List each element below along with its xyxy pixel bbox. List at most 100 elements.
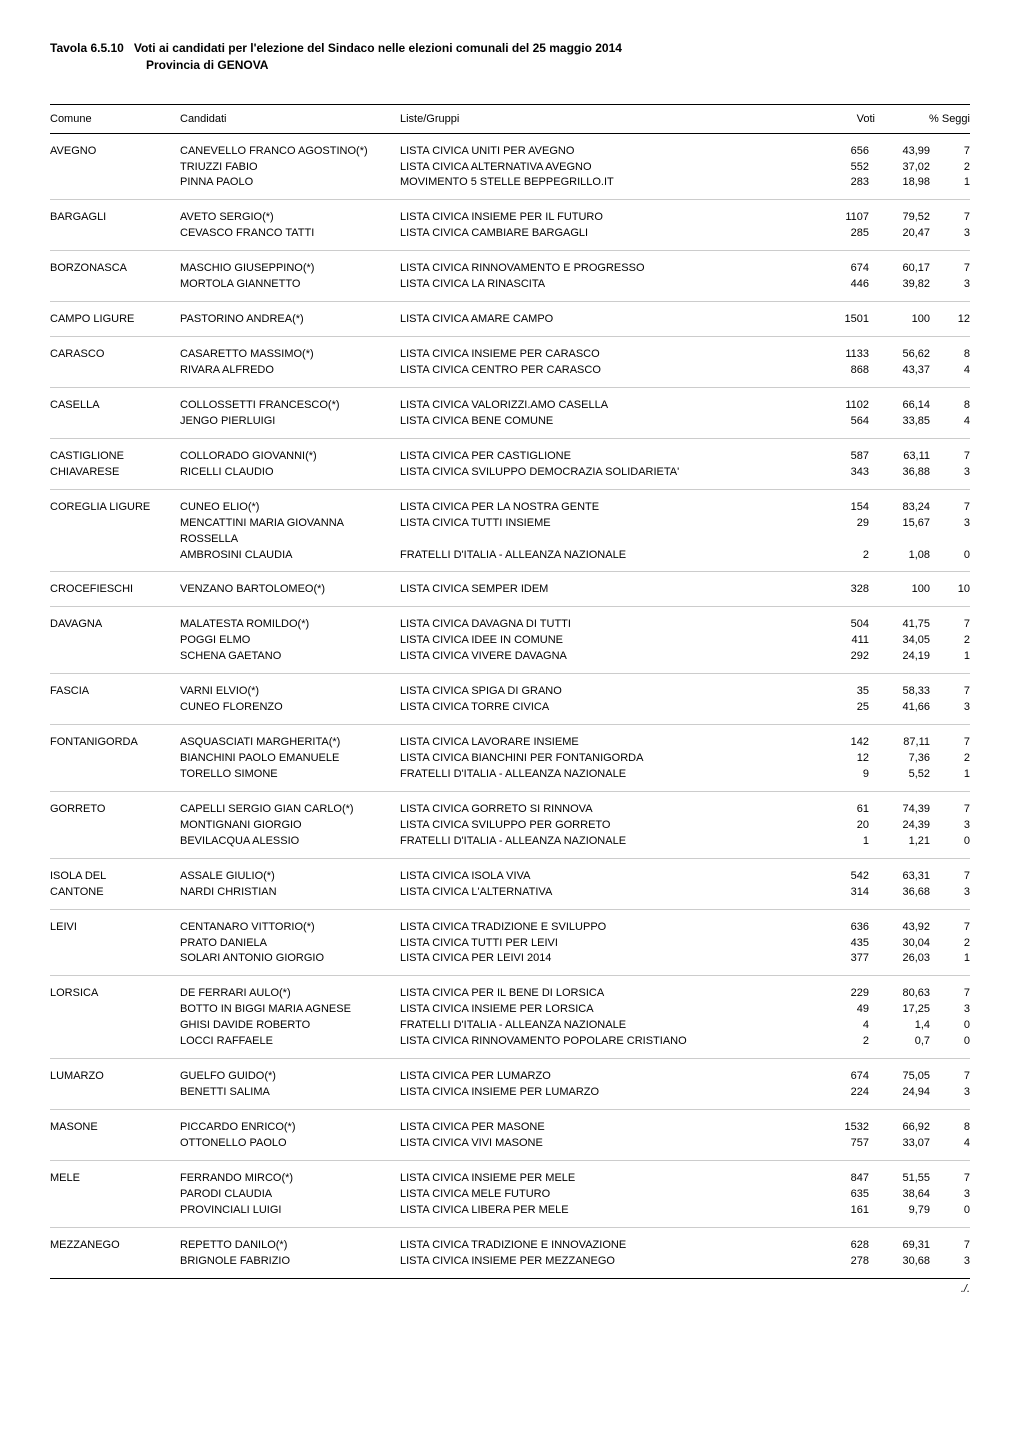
cell-comune: FASCIA [50, 684, 180, 700]
cell-seggi: 4 [930, 363, 970, 379]
table-row: CANTONENARDI CHRISTIANLISTA CIVICA L'ALT… [50, 885, 970, 901]
cell-pct: 1,21 [869, 834, 930, 850]
cell-lista: LISTA CIVICA SPIGA DI GRANO [400, 684, 819, 700]
table-row: AMBROSINI CLAUDIAFRATELLI D'ITALIA - ALL… [50, 548, 970, 564]
cell-lista: LISTA CIVICA AMARE CAMPO [400, 312, 819, 328]
cell-seggi: 7 [930, 869, 970, 885]
cell-voti: 9 [819, 767, 869, 783]
cell-lista: LISTA CIVICA DAVAGNA DI TUTTI [400, 617, 819, 633]
cell-voti: 411 [819, 633, 869, 649]
cell-lista: LISTA CIVICA TUTTI PER LEIVI [400, 936, 819, 952]
cell-pct: 24,39 [869, 818, 930, 834]
cell-pct: 39,82 [869, 277, 930, 293]
comune-group: CROCEFIESCHIVENZANO BARTOLOMEO(*)LISTA C… [50, 571, 970, 606]
cell-seggi: 3 [930, 465, 970, 481]
cell-comune: CARASCO [50, 347, 180, 363]
cell-pct: 63,11 [869, 449, 930, 465]
cell-lista: LISTA CIVICA IDEE IN COMUNE [400, 633, 819, 649]
cell-voti: 636 [819, 920, 869, 936]
table-row: SOLARI ANTONIO GIORGIOLISTA CIVICA PER L… [50, 951, 970, 967]
cell-seggi: 3 [930, 1002, 970, 1018]
cell-seggi: 2 [930, 936, 970, 952]
cell-comune: CASTIGLIONE [50, 449, 180, 465]
cell-lista: FRATELLI D'ITALIA - ALLEANZA NAZIONALE [400, 1018, 819, 1034]
cell-pct: 69,31 [869, 1238, 930, 1254]
cell-voti: 435 [819, 936, 869, 952]
table-row: BOTTO IN BIGGI MARIA AGNESELISTA CIVICA … [50, 1002, 970, 1018]
cell-candidato: OTTONELLO PAOLO [180, 1136, 400, 1152]
table-row: BRIGNOLE FABRIZIOLISTA CIVICA INSIEME PE… [50, 1254, 970, 1270]
table-row: CUNEO FLORENZOLISTA CIVICA TORRE CIVICA2… [50, 700, 970, 716]
cell-lista: LISTA CIVICA INSIEME PER CARASCO [400, 347, 819, 363]
comune-group: COREGLIA LIGURECUNEO ELIO(*)LISTA CIVICA… [50, 489, 970, 572]
cell-lista: LISTA CIVICA SEMPER IDEM [400, 582, 819, 598]
header-pct-seggi: % Seggi [875, 113, 970, 125]
cell-comune [50, 1018, 180, 1034]
cell-lista: LISTA CIVICA TRADIZIONE E INNOVAZIONE [400, 1238, 819, 1254]
cell-candidato: TORELLO SIMONE [180, 767, 400, 783]
cell-comune [50, 516, 180, 548]
cell-lista: LISTA CIVICA SVILUPPO DEMOCRAZIA SOLIDAR… [400, 465, 819, 481]
cell-pct: 1,08 [869, 548, 930, 564]
cell-comune: GORRETO [50, 802, 180, 818]
cell-seggi: 7 [930, 684, 970, 700]
cell-seggi: 7 [930, 449, 970, 465]
cell-seggi: 3 [930, 516, 970, 548]
cell-seggi: 7 [930, 500, 970, 516]
cell-pct: 24,94 [869, 1085, 930, 1101]
cell-pct: 38,64 [869, 1187, 930, 1203]
table-row: MELEFERRANDO MIRCO(*)LISTA CIVICA INSIEM… [50, 1171, 970, 1187]
table-row: LEIVICENTANARO VITTORIO(*)LISTA CIVICA T… [50, 920, 970, 936]
comune-group: CASTIGLIONECOLLORADO GIOVANNI(*)LISTA CI… [50, 438, 970, 489]
cell-lista: LISTA CIVICA ALTERNATIVA AVEGNO [400, 160, 819, 176]
cell-lista: FRATELLI D'ITALIA - ALLEANZA NAZIONALE [400, 834, 819, 850]
title-subline: Provincia di GENOVA [146, 58, 268, 72]
cell-candidato: PASTORINO ANDREA(*) [180, 312, 400, 328]
cell-lista: LISTA CIVICA SVILUPPO PER GORRETO [400, 818, 819, 834]
cell-pct: 30,68 [869, 1254, 930, 1270]
cell-candidato: GUELFO GUIDO(*) [180, 1069, 400, 1085]
cell-comune: CANTONE [50, 885, 180, 901]
cell-seggi: 2 [930, 160, 970, 176]
cell-candidato: POGGI ELMO [180, 633, 400, 649]
cell-candidato: GHISI DAVIDE ROBERTO [180, 1018, 400, 1034]
comune-group: CARASCOCASARETTO MASSIMO(*)LISTA CIVICA … [50, 336, 970, 387]
cell-lista: LISTA CIVICA INSIEME PER LUMARZO [400, 1085, 819, 1101]
cell-lista: LISTA CIVICA RINNOVAMENTO E PROGRESSO [400, 261, 819, 277]
cell-pct: 36,68 [869, 885, 930, 901]
cell-seggi: 3 [930, 226, 970, 242]
cell-candidato: FERRANDO MIRCO(*) [180, 1171, 400, 1187]
cell-voti: 542 [819, 869, 869, 885]
cell-comune [50, 363, 180, 379]
cell-seggi: 7 [930, 920, 970, 936]
cell-comune: CASELLA [50, 398, 180, 414]
cell-lista: LISTA CIVICA CENTRO PER CARASCO [400, 363, 819, 379]
table-row: GORRETOCAPELLI SERGIO GIAN CARLO(*)LISTA… [50, 802, 970, 818]
table-row: CHIAVARESERICELLI CLAUDIOLISTA CIVICA SV… [50, 465, 970, 481]
cell-voti: 20 [819, 818, 869, 834]
cell-pct: 33,85 [869, 414, 930, 430]
cell-candidato: MASCHIO GIUSEPPINO(*) [180, 261, 400, 277]
table-row: FASCIAVARNI ELVIO(*)LISTA CIVICA SPIGA D… [50, 684, 970, 700]
cell-pct: 43,92 [869, 920, 930, 936]
cell-comune: BORZONASCA [50, 261, 180, 277]
table-row: LUMARZOGUELFO GUIDO(*)LISTA CIVICA PER L… [50, 1069, 970, 1085]
cell-seggi: 7 [930, 1171, 970, 1187]
cell-pct: 33,07 [869, 1136, 930, 1152]
comune-group: MASONEPICCARDO ENRICO(*)LISTA CIVICA PER… [50, 1109, 970, 1160]
cell-voti: 25 [819, 700, 869, 716]
cell-pct: 5,52 [869, 767, 930, 783]
cell-comune: CAMPO LIGURE [50, 312, 180, 328]
cell-comune [50, 226, 180, 242]
cell-pct: 87,11 [869, 735, 930, 751]
comune-group: BARGAGLIAVETO SERGIO(*)LISTA CIVICA INSI… [50, 199, 970, 250]
cell-lista: LISTA CIVICA INSIEME PER IL FUTURO [400, 210, 819, 226]
cell-comune: AVEGNO [50, 144, 180, 160]
cell-candidato: PROVINCIALI LUIGI [180, 1203, 400, 1219]
table-row: COREGLIA LIGURECUNEO ELIO(*)LISTA CIVICA… [50, 500, 970, 516]
cell-seggi: 1 [930, 649, 970, 665]
cell-seggi: 8 [930, 398, 970, 414]
cell-comune: DAVAGNA [50, 617, 180, 633]
table-row: PINNA PAOLOMOVIMENTO 5 STELLE BEPPEGRILL… [50, 175, 970, 191]
cell-lista: LISTA CIVICA L'ALTERNATIVA [400, 885, 819, 901]
